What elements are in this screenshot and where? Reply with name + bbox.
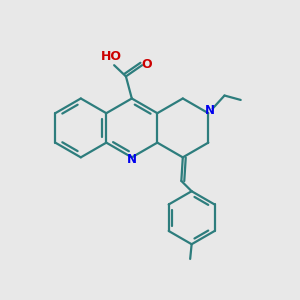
Text: N: N: [127, 153, 137, 166]
Text: N: N: [205, 104, 215, 117]
Text: HO: HO: [101, 50, 122, 64]
Text: O: O: [142, 58, 152, 70]
